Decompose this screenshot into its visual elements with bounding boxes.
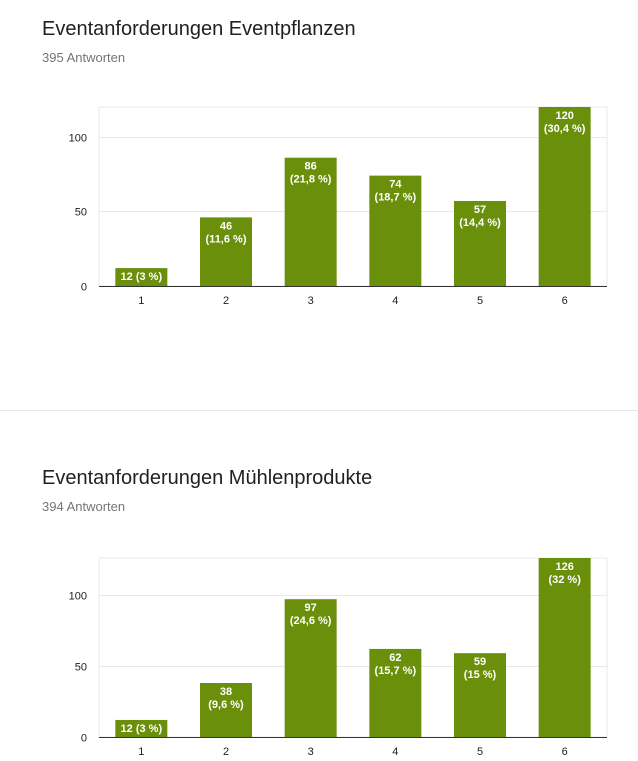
chart-title: Eventanforderungen Mühlenprodukte xyxy=(42,467,373,489)
x-tick-label: 2 xyxy=(223,746,229,756)
plot-area xyxy=(98,557,608,738)
bar xyxy=(115,719,168,737)
y-tick-label: 100 xyxy=(69,591,87,603)
bar-value-label: 97 (24,6 %) xyxy=(290,602,332,627)
x-tick-label: 2 xyxy=(223,295,229,305)
bar-chart-muehlenprodukte: 0 50 100 12 (3 %) 1 38 (9,6 %) 2 97 (24,6 %) 3 62 (1… xyxy=(69,557,608,756)
bar-value-label: 59 (15 %) xyxy=(464,656,497,681)
y-tick-label: 0 xyxy=(81,733,87,745)
bar xyxy=(454,653,506,737)
y-tick-label: 100 xyxy=(69,133,87,145)
bar xyxy=(454,200,506,286)
bar xyxy=(284,599,337,737)
bar-value-label: 57 (14,4 %) xyxy=(459,204,501,229)
bar-value-label: 74 (18,7 %) xyxy=(375,179,417,204)
y-tick-label: 50 xyxy=(75,662,87,674)
bar xyxy=(538,558,591,737)
bar-value-label: 46 (11,6 %) xyxy=(206,220,247,245)
bar-value-label: 86 (21,8 %) xyxy=(290,161,332,186)
x-tick-label: 4 xyxy=(392,746,398,756)
bar xyxy=(369,175,422,286)
chart-title: Eventanforderungen Eventpflanzen xyxy=(42,18,356,40)
x-tick-label: 1 xyxy=(138,295,144,305)
bar-value-label: 120 (30,4 %) xyxy=(544,110,586,135)
x-tick-label: 4 xyxy=(392,295,398,305)
x-tick-label: 3 xyxy=(308,295,314,305)
y-tick-label: 50 xyxy=(75,207,87,219)
bar-value-label: 12 (3 %) xyxy=(121,723,163,735)
x-tick-label: 1 xyxy=(138,746,144,756)
bar-value-label: 126 (32 %) xyxy=(548,561,581,586)
bar xyxy=(369,648,422,737)
plot-area xyxy=(98,106,608,287)
chart-card-muehlenprodukte: Eventanforderungen Mühlenprodukte 394 An… xyxy=(0,410,638,761)
x-tick-label: 6 xyxy=(562,295,568,305)
bar-chart-eventpflanzen: 0 50 100 12 (3 %) 1 46 (11,6 %) 2 86 (21,8 %) 3 74(… xyxy=(69,106,608,305)
bar xyxy=(115,268,168,286)
chart-card-eventpflanzen: Eventanforderungen Eventpflanzen 395 Ant… xyxy=(42,18,608,305)
x-tick-label: 6 xyxy=(562,746,568,756)
x-tick-label: 5 xyxy=(477,295,483,305)
bar-value-label: 38 (9,6 %) xyxy=(208,686,244,711)
bar xyxy=(200,683,252,737)
bar xyxy=(538,107,591,286)
response-count: 395 Antworten xyxy=(42,50,126,65)
x-tick-label: 5 xyxy=(477,746,483,756)
bar xyxy=(200,217,252,286)
y-tick-label: 0 xyxy=(81,282,87,294)
response-count: 394 Antworten xyxy=(42,499,126,514)
bar-value-label: 62 (15,7 %) xyxy=(375,652,417,677)
bar-value-label: 12 (3 %) xyxy=(121,271,163,283)
bar xyxy=(284,157,337,286)
x-tick-label: 3 xyxy=(308,746,314,756)
